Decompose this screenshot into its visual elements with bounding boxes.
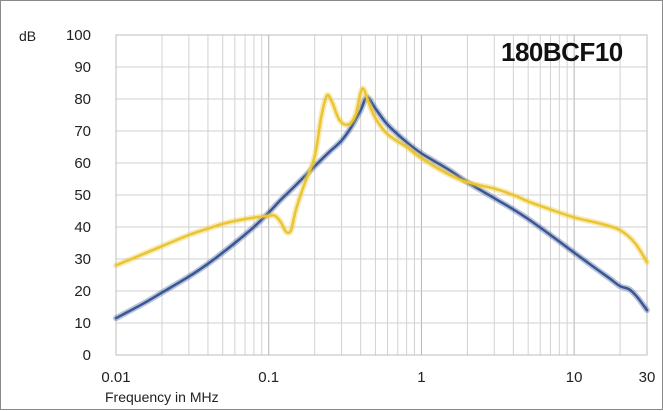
y-tick-label: 50 bbox=[74, 187, 91, 204]
y-axis-unit-label: dB bbox=[19, 28, 36, 44]
plot-area-border bbox=[115, 34, 648, 356]
x-tick-label: 0.01 bbox=[101, 369, 130, 386]
y-tick-label: 20 bbox=[74, 283, 91, 300]
y-tick-label: 80 bbox=[74, 91, 91, 108]
x-tick-label: 30 bbox=[639, 369, 656, 386]
series-line-1 bbox=[114, 96, 649, 320]
x-axis-title: Frequency in MHz bbox=[105, 389, 219, 405]
series-layer bbox=[113, 85, 650, 322]
label-layer: 0 10 20 30 40 50 60 70 80 90 100 0.01 0.1 1 10 30 bbox=[66, 27, 655, 386]
x-tick-label: 1 bbox=[417, 369, 425, 386]
series-line-2 bbox=[114, 87, 649, 267]
y-tick-label: 0 bbox=[83, 347, 91, 364]
y-tick-label: 60 bbox=[74, 155, 91, 172]
y-tick-label: 100 bbox=[66, 27, 91, 44]
y-tick-label: 70 bbox=[74, 123, 91, 140]
y-tick-label: 90 bbox=[74, 59, 91, 76]
y-tick-label: 40 bbox=[74, 219, 91, 236]
y-tick-label: 30 bbox=[74, 251, 91, 268]
y-tick-label: 10 bbox=[74, 315, 91, 332]
grid-layer bbox=[115, 34, 648, 356]
chart-title: 180BCF10 bbox=[501, 37, 623, 67]
x-tick-label: 10 bbox=[566, 369, 583, 386]
x-tick-label: 0.1 bbox=[258, 369, 279, 386]
